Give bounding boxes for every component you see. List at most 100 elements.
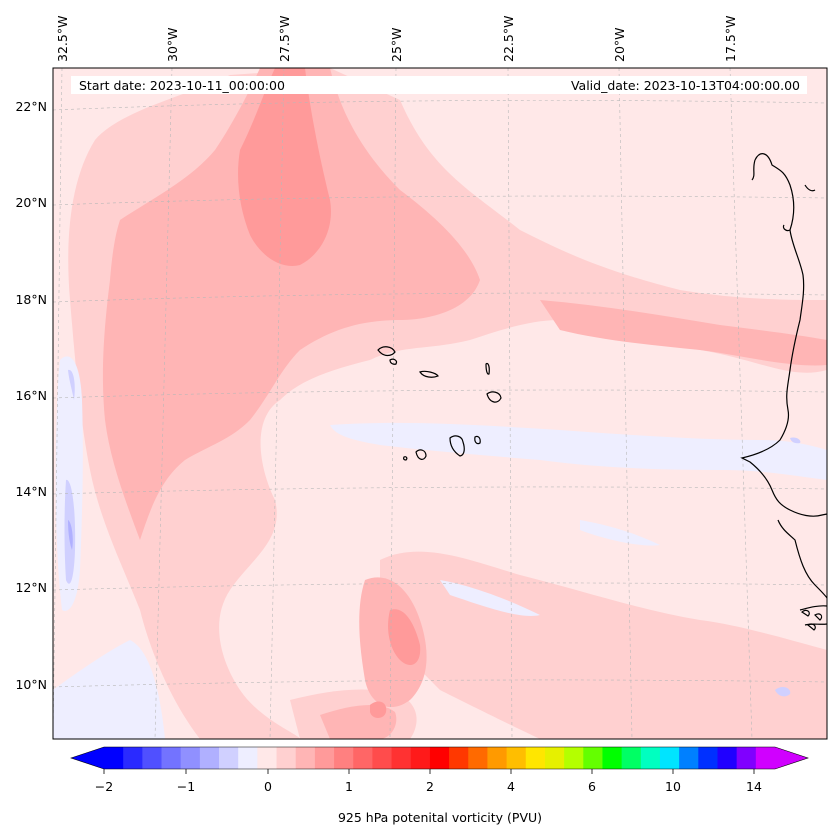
colorbar-cell	[334, 747, 354, 769]
lat-label-14N: 14°N	[15, 484, 47, 499]
colorbar-cell	[391, 747, 412, 769]
lat-label-20N: 20°N	[15, 195, 47, 210]
cape-verde-sao-nicolau	[419, 370, 439, 378]
graticule	[53, 68, 827, 739]
cape-verde-fogo	[415, 449, 427, 460]
colorbar-cell	[506, 747, 527, 769]
colorbar-over-arrow	[775, 747, 808, 769]
lat-label-12N: 12°N	[15, 580, 47, 595]
pv-contour-negative3-west	[68, 520, 73, 550]
colorbar-cell	[104, 747, 124, 769]
cape-verde-sao-vicente	[389, 358, 398, 365]
colorbar-cell	[602, 747, 623, 769]
pv-contour-dark-ss	[370, 701, 387, 718]
lat-axis-labels: 22°N 20°N 18°N 16°N 14°N 12°N 10°N	[15, 99, 47, 692]
colorbar-cell	[449, 747, 469, 769]
cape-verde-santo-antao	[377, 346, 396, 357]
cape-verde-sal	[485, 362, 490, 375]
colorbar-tick-label: 14	[746, 779, 762, 794]
cape-verde-santiago	[449, 435, 465, 457]
colorbar-cell	[314, 747, 335, 769]
colorbar-cell	[717, 747, 738, 769]
colorbar-tick-label: 6	[588, 779, 596, 794]
lon-label-17.5W: 17.5°W	[723, 16, 738, 62]
colorbar-cell	[410, 747, 431, 769]
colorbar-cell	[525, 747, 546, 769]
colorbar-tick-label: 4	[507, 779, 515, 794]
colorbar-cell	[679, 747, 699, 769]
pv-contour-medium-e	[540, 300, 827, 366]
lat-label-22N: 22°N	[15, 99, 47, 114]
colorbar-cell	[238, 747, 258, 769]
cape-verde-maio	[474, 435, 481, 445]
senegal-gambia-coast	[777, 519, 828, 626]
lon-label-25W: 25°W	[389, 27, 404, 62]
colorbar-tick-label: 0	[264, 779, 272, 794]
pv-contour-medium	[102, 68, 481, 540]
gridline-lon-30	[154, 68, 173, 739]
colorbar-cell	[219, 747, 239, 769]
colorbar-cell	[161, 747, 182, 769]
lon-label-20W: 20°W	[612, 27, 627, 62]
pv-contour-negative-east	[330, 422, 827, 480]
lon-label-27.5W: 27.5°W	[277, 16, 292, 62]
gridline-lon-17.5	[729, 68, 753, 739]
colorbar-cell	[564, 747, 584, 769]
colorbar-tick-label: 10	[665, 779, 681, 794]
colorbar-tick-label: 2	[426, 779, 434, 794]
gridline-lon-22.5	[507, 68, 513, 739]
lat-label-16N: 16°N	[15, 388, 47, 403]
african-coastline-north	[751, 159, 816, 232]
colorbar-cell	[544, 747, 565, 769]
colorbar: −2 −1 0 1 2 4 6 10 14 925 hPa potenital …	[70, 746, 809, 825]
pv-contour-dark	[238, 68, 331, 266]
cape-verde-boa-vista	[486, 391, 502, 403]
colorbar-tick-label: −1	[177, 779, 195, 794]
bissagos-islands	[801, 609, 823, 631]
colorbar-tick-label: −2	[95, 779, 113, 794]
lon-axis-labels: 32.5°W 30°W 27.5°W 25°W 22.5°W 20°W 17.5…	[55, 16, 738, 62]
pv-contour-negative-sw	[53, 640, 165, 739]
coastlines	[377, 153, 828, 631]
pv-contour-dark-s	[388, 609, 421, 665]
pv-contour-negative2-west	[64, 369, 76, 584]
colorbar-cells	[104, 747, 776, 769]
info-box	[71, 76, 807, 94]
african-coastline	[740, 153, 828, 517]
colorbar-cell	[698, 747, 719, 769]
gridline-lon-32.5	[53, 68, 63, 739]
colorbar-cell	[123, 747, 143, 769]
colorbar-cell	[199, 747, 220, 769]
gridline-lon-27.5	[269, 68, 285, 739]
colorbar-cell	[640, 747, 661, 769]
lon-label-22.5W: 22.5°W	[501, 16, 516, 62]
lat-label-18N: 18°N	[15, 292, 47, 307]
colorbar-cell	[353, 747, 373, 769]
colorbar-title: 925 hPa potenital vorticity (PVU)	[338, 810, 542, 825]
colorbar-cell	[487, 747, 508, 769]
colorbar-tick-label: 1	[345, 779, 353, 794]
lon-label-32.5W: 32.5°W	[55, 16, 70, 62]
colorbar-cell	[276, 747, 297, 769]
lon-label-30W: 30°W	[165, 27, 180, 62]
colorbar-cell	[295, 747, 316, 769]
lat-label-10N: 10°N	[15, 677, 47, 692]
valid-date-label: Valid_date: 2023-10-13T04:00:00.00	[571, 78, 800, 93]
colorbar-cell	[180, 747, 201, 769]
colorbar-ticks: −2 −1 0 1 2 4 6 10 14	[95, 769, 762, 794]
colorbar-cell	[429, 747, 450, 769]
colorbar-cell	[468, 747, 489, 769]
colorbar-under-arrow	[71, 747, 104, 769]
cape-verde-brava	[403, 456, 408, 461]
map-frame	[52, 67, 828, 740]
colorbar-cell	[736, 747, 757, 769]
colorbar-cell	[659, 747, 680, 769]
colorbar-cell	[372, 747, 393, 769]
gridline-lon-25	[389, 68, 397, 739]
colorbar-cell	[257, 747, 278, 769]
map-panel	[52, 67, 828, 740]
start-date-label: Start date: 2023-10-11_00:00:00	[79, 78, 285, 93]
gridline-lon-20	[618, 68, 633, 739]
colorbar-cell	[142, 747, 163, 769]
